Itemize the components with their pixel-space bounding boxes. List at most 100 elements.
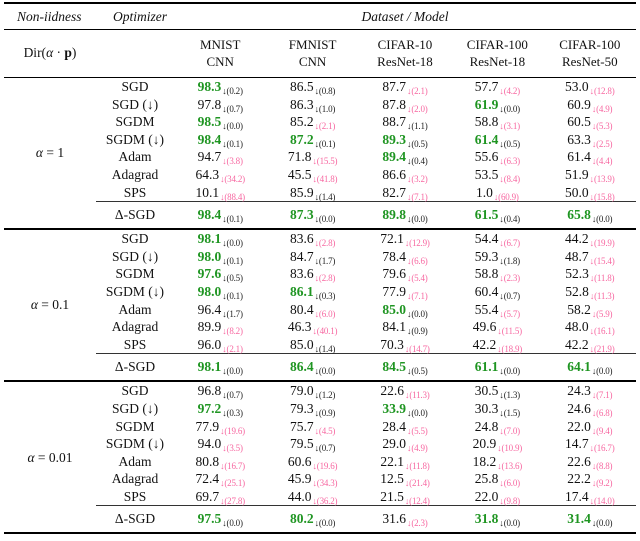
accuracy-value: 87.2: [290, 131, 314, 147]
optimizer-row: Adam 80.8↓(16.7) 60.6↓(19.6) 22.1↓(11.8) 18.…: [4, 453, 636, 471]
accuracy-value: 31.6: [382, 511, 407, 527]
metric-cell: 96.4↓(1.7): [174, 301, 266, 319]
metric-cell: 60.5↓(5.3): [544, 113, 636, 131]
drop-subscript: ↓(34.2): [220, 174, 245, 185]
drop-subscript: ↓(0.5): [499, 138, 520, 149]
accuracy-value: 86.1: [290, 283, 314, 299]
accuracy-value: 20.9: [472, 436, 497, 452]
accuracy-value: 48.7: [565, 248, 589, 264]
metric-cell: 79.3↓(0.9): [266, 400, 358, 418]
drop-subscript: ↓(27.8): [220, 495, 245, 506]
delta-optimizer-label: Δ-SGD: [96, 201, 174, 231]
accuracy-value: 64.1: [567, 359, 591, 375]
accuracy-value: 79.3: [290, 400, 314, 416]
accuracy-value: 53.5: [474, 167, 499, 183]
accuracy-value: 44.2: [565, 231, 589, 247]
optimizer-row: SPS 10.1↓(88.4) 85.9↓(1.4) 82.7↓(7.1) 1.0↓(6…: [4, 184, 636, 202]
optimizer-row: SGDM (↓) 98.0↓(0.1) 86.1↓(0.3) 77.9↓(7.1) 60…: [4, 283, 636, 301]
drop-subscript: ↓(10.9): [497, 443, 523, 454]
optimizer-label: Adagrad: [111, 167, 159, 183]
metric-cell: 55.6↓(6.3): [451, 148, 543, 166]
optimizer-label: SGD: [121, 79, 149, 95]
metric-cell: 72.4↓(25.1): [174, 470, 266, 488]
accuracy-value: 70.3: [380, 336, 404, 352]
drop-subscript: ↓(2.1): [407, 86, 428, 97]
drop-subscript: ↓(0.1): [314, 138, 336, 149]
metric-cell: 64.1↓(0.0): [543, 353, 636, 383]
drop-subscript: ↓(0.3): [314, 290, 336, 301]
drop-subscript: ↓(21.4): [404, 478, 430, 489]
accuracy-value: 83.6: [290, 266, 314, 282]
metric-cell: 1.0↓(60.9): [451, 184, 543, 202]
accuracy-value: 42.2: [472, 336, 497, 352]
optimizer-row: SGD (↓) 97.8↓(0.7) 86.3↓(1.0) 87.8↓(2.0) 61.…: [4, 96, 636, 114]
metric-cell: 98.4↓(0.1): [174, 201, 267, 231]
accuracy-value: 54.4: [474, 231, 499, 247]
delta-optimizer-label: Δ-SGD: [96, 353, 174, 383]
metric-cell: 98.0↓(0.1): [174, 283, 266, 301]
metric-cell: 10.1↓(88.4): [174, 184, 266, 202]
drop-subscript: ↓(2.3): [499, 273, 520, 284]
metric-cell: 79.6↓(5.4): [359, 265, 451, 283]
drop-subscript: ↓(7.1): [407, 191, 428, 202]
optimizer-label: SPS: [123, 336, 147, 352]
metric-cell: 98.5↓(0.0): [174, 113, 266, 131]
accuracy-value: 85.0: [290, 336, 314, 352]
accuracy-value: 30.5: [474, 383, 499, 399]
drop-subscript: ↓(2.1): [222, 343, 243, 354]
accuracy-value: 98.5: [197, 114, 222, 130]
optimizer-row: Adagrad 89.9↓(8.2) 46.3↓(40.1) 84.1↓(0.9) 49…: [4, 318, 636, 336]
metric-cell: 85.2↓(2.1): [266, 113, 358, 131]
drop-subscript: ↓(9.8): [499, 495, 520, 506]
column-header: CIFAR-100 ResNet-50: [543, 29, 636, 78]
drop-subscript: ↓(0.2): [222, 86, 243, 97]
accuracy-value: 96.4: [197, 301, 222, 317]
optimizer-label: Adam: [118, 453, 152, 469]
metric-cell: 31.8↓(0.0): [451, 505, 544, 535]
drop-subscript: ↓(3.5): [222, 443, 243, 454]
metric-cell: 54.4↓(6.7): [451, 229, 543, 248]
drop-subscript: ↓(3.8): [222, 156, 243, 167]
accuracy-value: 44.0: [287, 488, 312, 504]
metric-cell: 61.5↓(0.4): [451, 201, 544, 231]
metric-cell: 77.9↓(7.1): [359, 283, 451, 301]
accuracy-value: 97.2: [197, 400, 222, 416]
accuracy-value: 51.9: [565, 167, 589, 183]
optimizer-row: SGDM (↓) 98.4↓(0.1) 87.2↓(0.1) 89.3↓(0.5) 61…: [4, 131, 636, 149]
accuracy-value: 22.6: [380, 383, 405, 399]
delta-sgd-row: Δ-SGD 97.5↓(0.0) 80.2↓(0.0) 31.6↓(2.3) 31.8↓…: [4, 505, 636, 535]
accuracy-value: 79.5: [290, 436, 314, 452]
optimizer-row: α = 0.01 SGD 96.8↓(0.7) 79.0↓(1.2) 22.6↓(11.…: [4, 381, 636, 535]
accuracy-value: 63.3: [567, 131, 591, 147]
drop-subscript: ↓(1.4): [314, 191, 336, 202]
model-name: ResNet-50: [561, 53, 618, 69]
metric-cell: 18.2↓(13.6): [451, 453, 543, 471]
accuracy-value: 86.3: [290, 96, 314, 112]
metric-cell: 98.1↓(0.0): [174, 353, 267, 383]
optimizer-label: SGD (↓): [111, 248, 159, 264]
drop-subscript: ↓(8.8): [591, 460, 613, 471]
accuracy-value: 97.8: [197, 96, 222, 112]
drop-subscript: ↓(0.0): [314, 366, 336, 377]
metric-cell: 28.4↓(5.5): [359, 418, 451, 436]
drop-subscript: ↓(12.4): [404, 495, 430, 506]
metric-cell: 22.1↓(11.8): [359, 453, 451, 471]
optimizer-row: SPS 96.0↓(2.1) 85.0↓(1.4) 70.3↓(14.7) 42.2↓(…: [4, 336, 636, 354]
metric-cell: 52.3↓(11.8): [544, 265, 636, 283]
accuracy-value: 96.0: [197, 336, 222, 352]
accuracy-value: 42.2: [565, 336, 589, 352]
column-header: CIFAR-100 ResNet-18: [451, 29, 544, 78]
metric-cell: 51.9↓(13.9): [544, 166, 636, 184]
optimizer-label: SGDM (↓): [105, 283, 165, 299]
accuracy-value: 22.0: [474, 488, 499, 504]
accuracy-value: 84.7: [290, 248, 314, 264]
metric-cell: 70.3↓(14.7): [359, 336, 451, 354]
accuracy-value: 83.6: [290, 231, 314, 247]
drop-subscript: ↓(34.3): [312, 478, 338, 489]
accuracy-value: 84.1: [382, 319, 407, 335]
metric-cell: 58.8↓(3.1): [451, 113, 543, 131]
optimizer-row: SGDM 77.9↓(19.6) 75.7↓(4.5) 28.4↓(5.5) 24.8↓…: [4, 418, 636, 436]
drop-subscript: ↓(40.1): [312, 326, 338, 337]
metric-cell: 98.1↓(0.0): [174, 229, 266, 248]
